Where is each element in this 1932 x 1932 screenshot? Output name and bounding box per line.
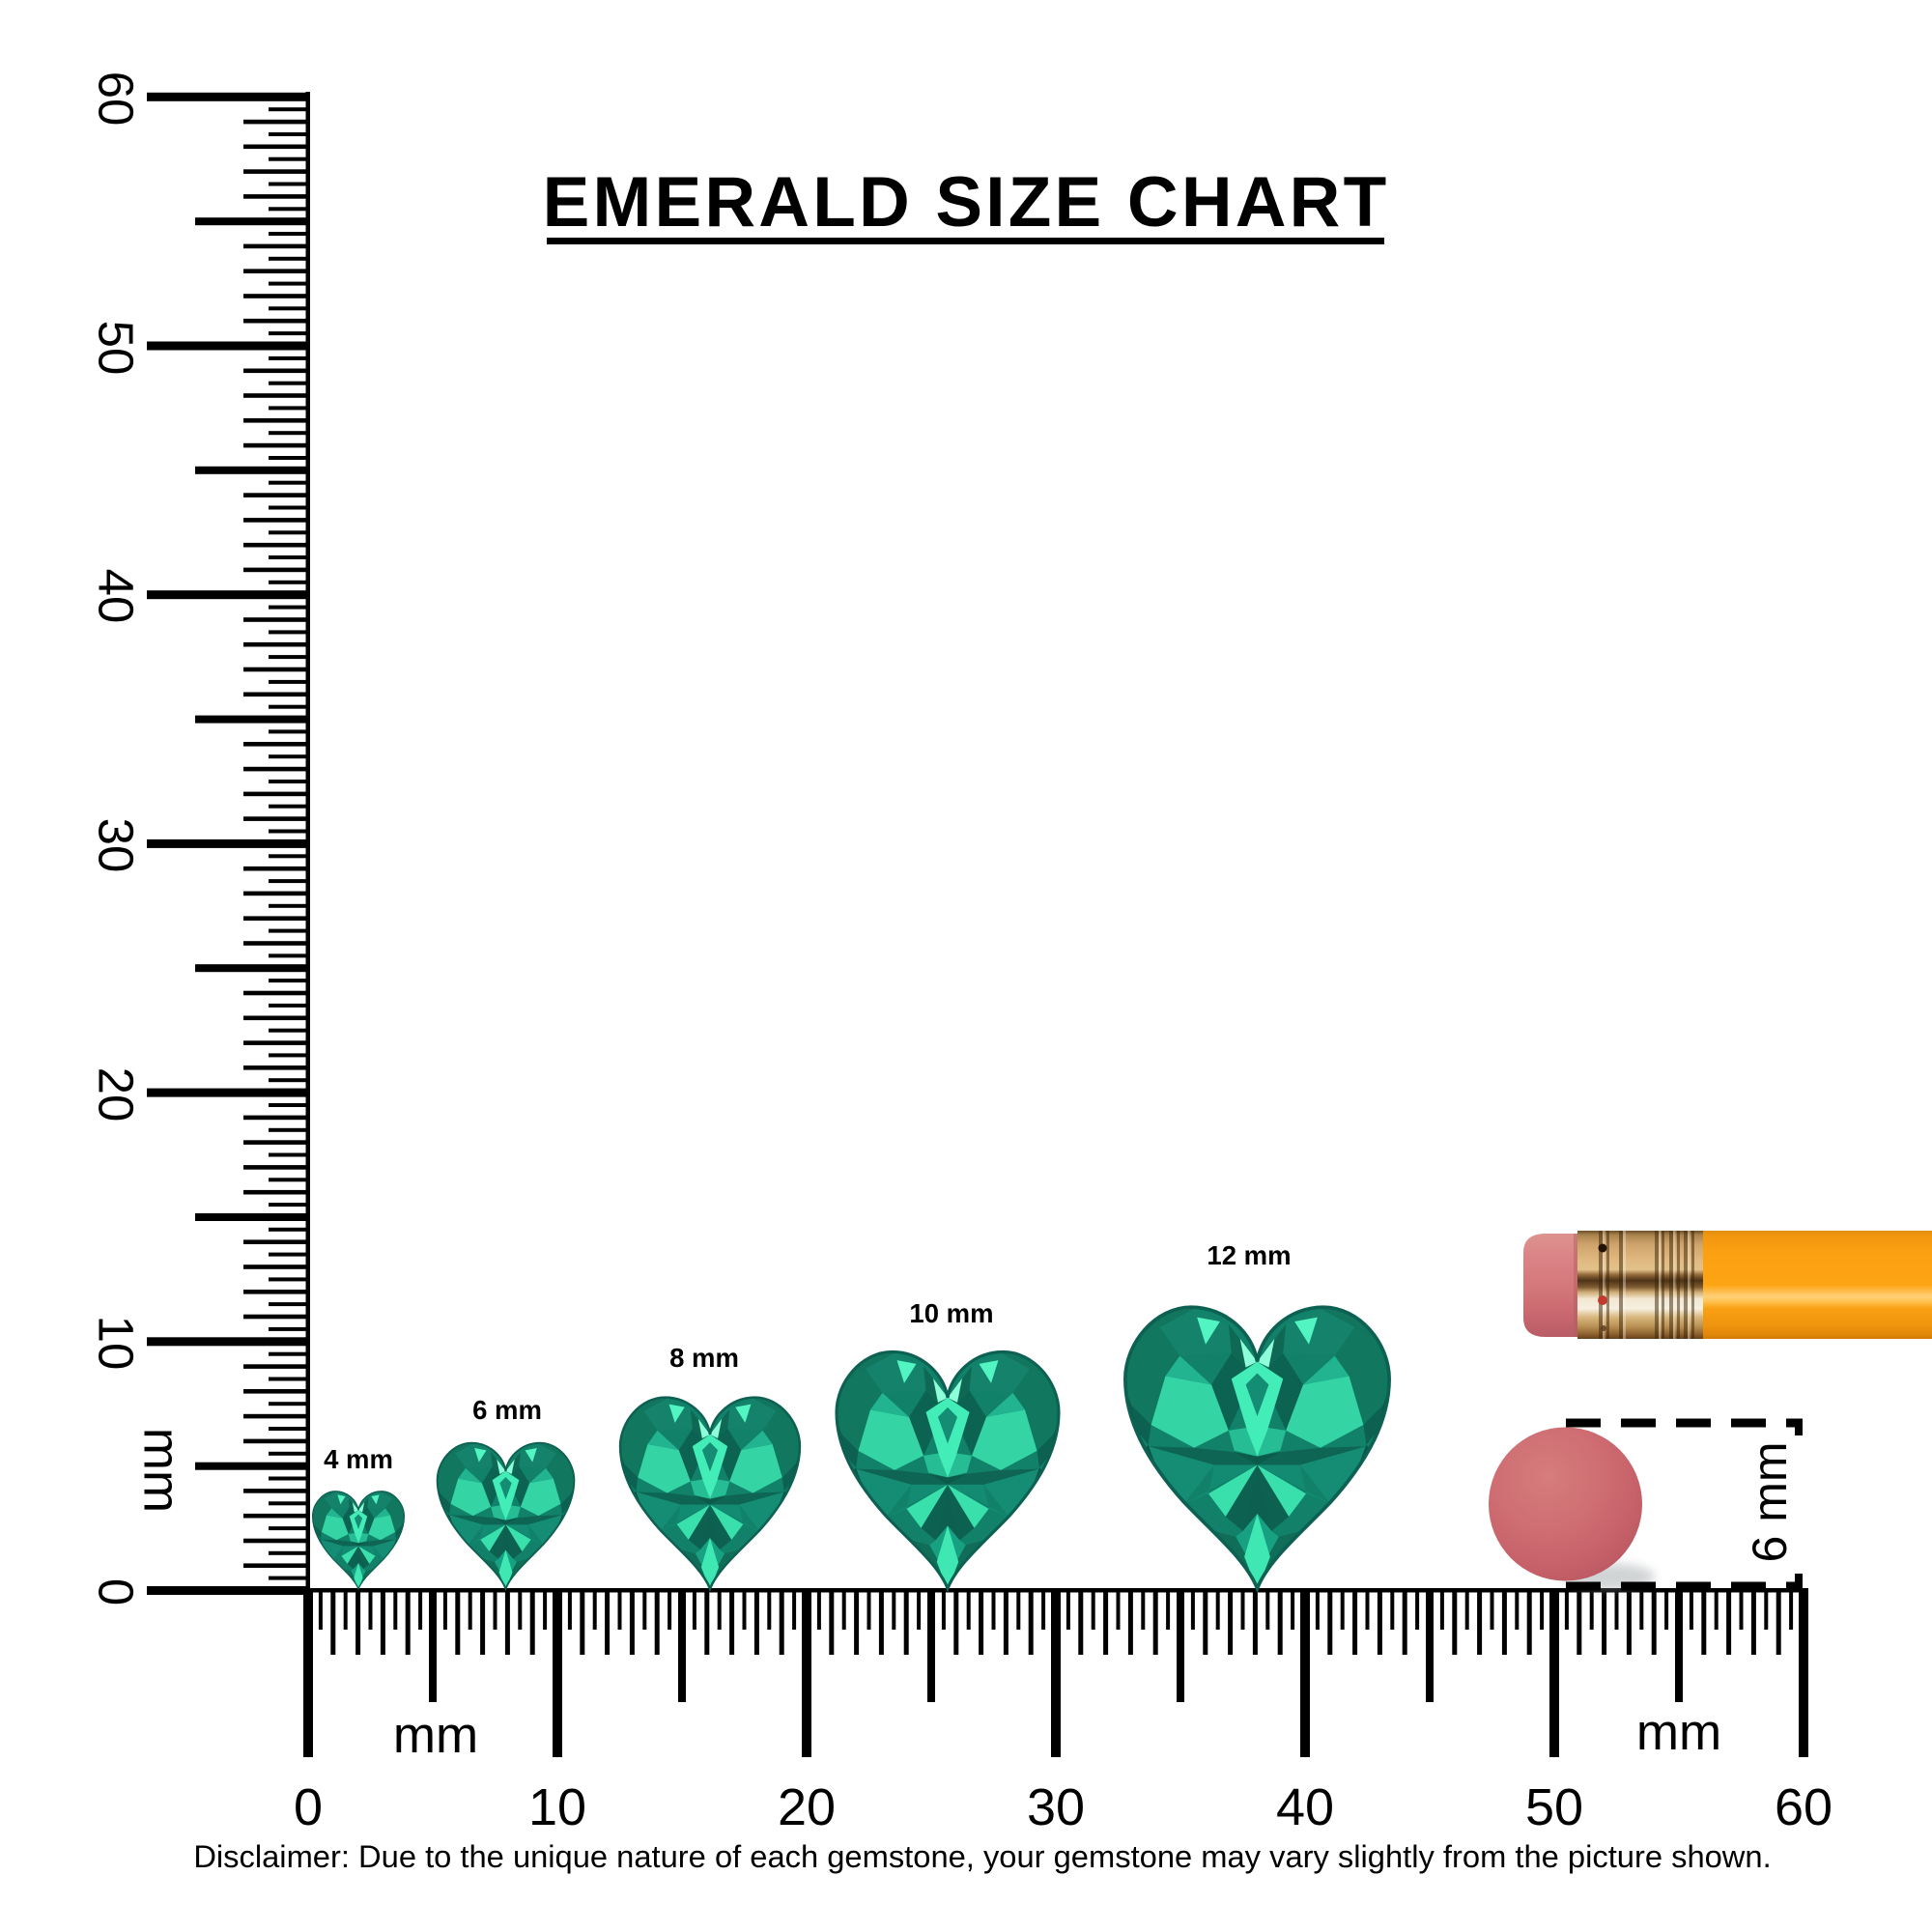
svg-text:0: 0	[294, 1778, 323, 1836]
svg-text:mm: mm	[1636, 1704, 1721, 1761]
svg-text:4 mm: 4 mm	[324, 1444, 393, 1474]
svg-text:20: 20	[778, 1778, 836, 1836]
svg-text:50: 50	[1525, 1778, 1583, 1836]
svg-text:mm: mm	[133, 1428, 190, 1513]
svg-text:30: 30	[1027, 1778, 1085, 1836]
svg-text:30: 30	[89, 818, 144, 873]
svg-text:40: 40	[89, 569, 144, 624]
svg-text:0: 0	[89, 1578, 144, 1605]
svg-text:10: 10	[528, 1778, 586, 1836]
svg-text:8 mm: 8 mm	[669, 1343, 739, 1373]
svg-text:mm: mm	[393, 1707, 478, 1764]
svg-text:60: 60	[1775, 1778, 1833, 1836]
svg-text:40: 40	[1276, 1778, 1334, 1836]
svg-text:EMERALD SIZE CHART: EMERALD SIZE CHART	[543, 163, 1390, 242]
svg-text:10: 10	[89, 1316, 144, 1371]
svg-text:20: 20	[89, 1067, 144, 1122]
svg-text:Disclaimer: Due to the unique: Disclaimer: Due to the unique nature of …	[193, 1838, 1771, 1874]
svg-text:12 mm: 12 mm	[1207, 1240, 1291, 1270]
svg-text:50: 50	[89, 321, 144, 376]
svg-text:10 mm: 10 mm	[909, 1298, 993, 1328]
svg-text:6 mm: 6 mm	[472, 1395, 542, 1425]
svg-text:60: 60	[89, 71, 144, 127]
svg-text:6 mm: 6 mm	[1743, 1442, 1797, 1563]
